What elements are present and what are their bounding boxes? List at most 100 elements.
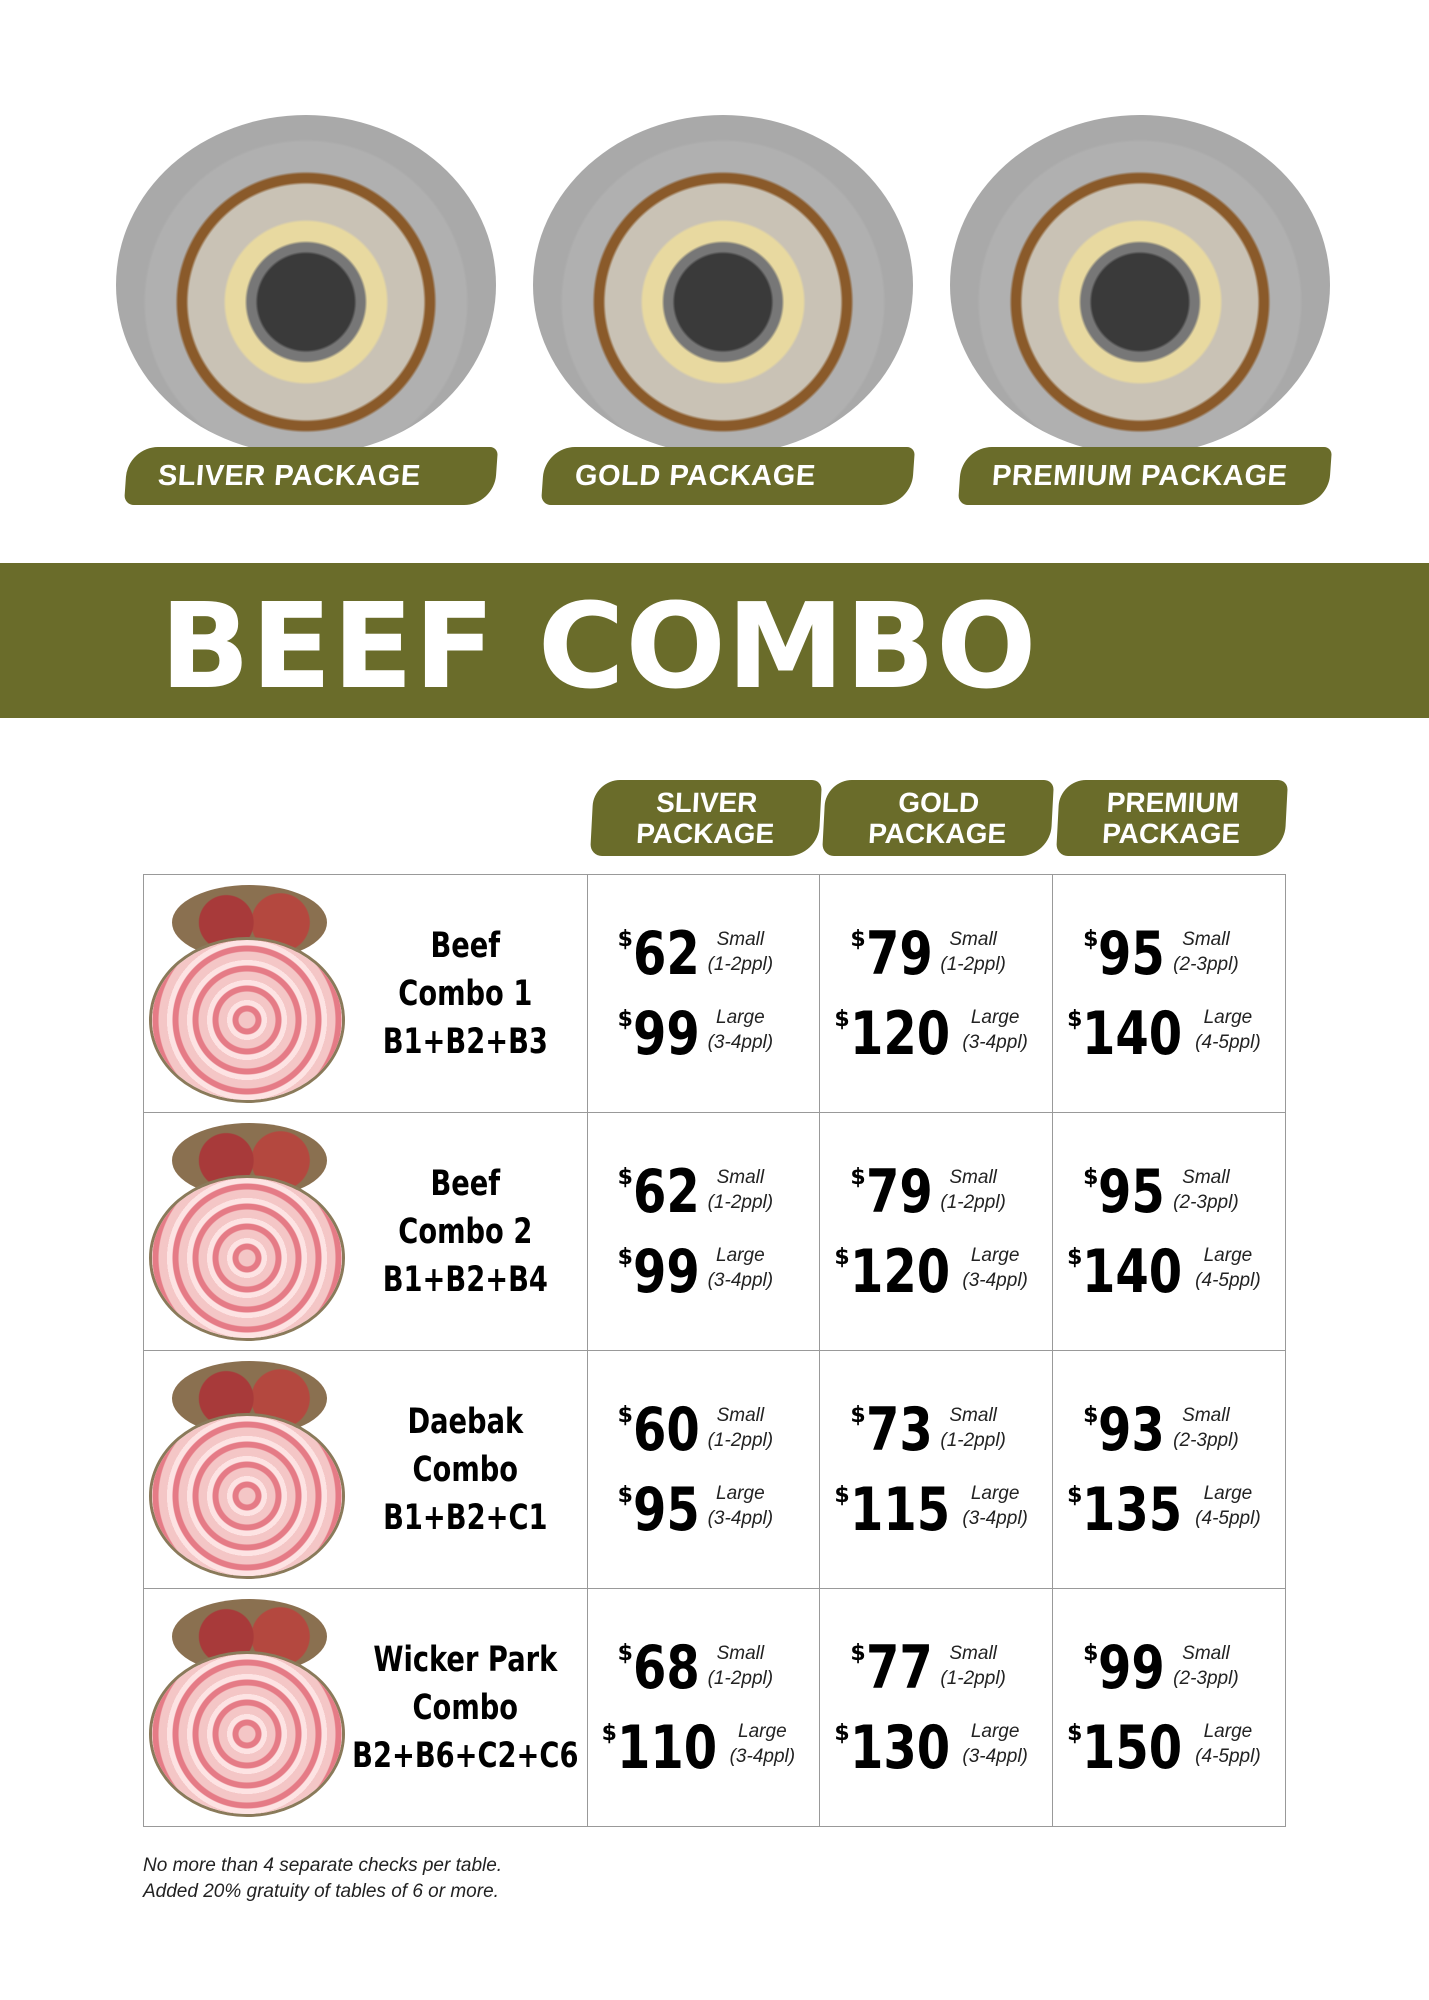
size-ppl: (2-3ppl) (1173, 1192, 1239, 1213)
package-label: PREMIUM PACKAGE (957, 447, 1333, 505)
size-ppl: (3-4ppl) (729, 1746, 796, 1767)
currency-symbol: $ (1083, 1165, 1099, 1190)
price-value: 62 (632, 1157, 700, 1227)
large-price: $120 (834, 1241, 975, 1303)
header-line: PACKAGE (1101, 818, 1241, 849)
large-size: Large (3-4ppl) (730, 1719, 795, 1769)
currency-symbol: $ (617, 1483, 633, 1508)
large-size: Large (3-4ppl) (962, 1243, 1027, 1293)
size-label: Small (716, 929, 765, 950)
large-price: $120 (834, 1003, 975, 1065)
small-size: Small (1-2ppl) (708, 1641, 773, 1691)
combo-photo (152, 1123, 342, 1338)
price-value: 93 (1098, 1395, 1166, 1465)
header-line: PACKAGE (635, 818, 775, 849)
large-price: $135 (1067, 1479, 1208, 1541)
small-price: $62 (618, 923, 717, 985)
price-value: 130 (849, 1713, 950, 1783)
size-ppl: (2-3ppl) (1173, 1668, 1239, 1689)
size-label: Large (716, 1245, 765, 1266)
price-value: 95 (1098, 1157, 1166, 1227)
price-value: 115 (849, 1475, 950, 1545)
large-price: $99 (618, 1003, 717, 1065)
section-title: BEEF COMBO (160, 577, 1038, 715)
combo-cell: Beef Combo 1 B1+B2+B3 (143, 874, 588, 1113)
currency-symbol: $ (1083, 1641, 1099, 1666)
size-label: Small (949, 929, 997, 950)
price-cell: $73 Small (1-2ppl) $115 Large (3-4ppl) (819, 1350, 1054, 1589)
large-price: $140 (1067, 1003, 1208, 1065)
note-checks: No more than 4 separate checks per table… (143, 1855, 503, 1876)
large-price: $130 (834, 1717, 975, 1779)
currency-symbol: $ (850, 1641, 866, 1666)
combo-cell: Daebak Combo B1+B2+C1 (143, 1350, 588, 1589)
price-cell: $60 Small (1-2ppl) $95 Large (3-4ppl) (586, 1350, 821, 1589)
section-banner: BEEF COMBO (0, 563, 1429, 718)
combo-name-line: Beef (430, 1163, 501, 1204)
small-size: Small (1-2ppl) (708, 1403, 773, 1453)
size-label: Small (949, 1167, 997, 1188)
package-silver: SLIVER PACKAGE (116, 115, 499, 505)
currency-symbol: $ (834, 1483, 850, 1508)
small-size: Small (2-3ppl) (1173, 1641, 1238, 1691)
size-ppl: (1-2ppl) (707, 1668, 774, 1689)
size-label: Small (1182, 929, 1230, 950)
large-size: Large (4-5ppl) (1195, 1005, 1260, 1055)
large-size: Large (4-5ppl) (1195, 1243, 1260, 1293)
large-price: $115 (834, 1479, 975, 1541)
footnotes: No more than 4 separate checks per table… (143, 1853, 502, 1905)
combo-items: B1+B2+B4 (382, 1259, 548, 1300)
size-ppl: (1-2ppl) (940, 954, 1006, 975)
size-ppl: (2-3ppl) (1173, 954, 1239, 975)
small-size: Small (1-2ppl) (708, 1165, 773, 1215)
price-value: 120 (849, 999, 950, 1069)
price-cell: $62 Small (1-2ppl) $99 Large (3-4ppl) (586, 1112, 821, 1351)
currency-symbol: $ (1067, 1245, 1083, 1270)
combo-name-line: Combo (412, 1449, 519, 1490)
small-price: $79 (850, 1161, 949, 1223)
price-value: 99 (632, 1237, 700, 1307)
price-value: 99 (632, 999, 700, 1069)
size-ppl: (1-2ppl) (940, 1668, 1006, 1689)
size-label: Large (716, 1483, 765, 1504)
combo-photo (152, 1361, 342, 1576)
size-label: Small (716, 1643, 765, 1664)
currency-symbol: $ (834, 1245, 850, 1270)
combo-name-line: Daebak (407, 1401, 524, 1442)
price-value: 60 (632, 1395, 700, 1465)
size-label: Small (716, 1167, 765, 1188)
size-ppl: (3-4ppl) (962, 1746, 1028, 1767)
price-value: 73 (865, 1395, 933, 1465)
table-row: Daebak Combo B1+B2+C1 $60 Small (1-2ppl) … (143, 1350, 1286, 1589)
size-ppl: (4-5ppl) (1195, 1032, 1261, 1053)
currency-symbol: $ (1067, 1721, 1083, 1746)
size-label: Small (1182, 1643, 1230, 1664)
price-value: 95 (632, 1475, 700, 1545)
combo-cell: Wicker Park Combo B2+B6+C2+C6 (143, 1588, 588, 1827)
size-label: Large (970, 1245, 1020, 1266)
combo-photo (152, 1599, 342, 1814)
currency-symbol: $ (617, 927, 633, 952)
size-ppl: (1-2ppl) (707, 954, 774, 975)
large-price: $150 (1067, 1717, 1208, 1779)
price-value: 99 (1098, 1633, 1166, 1703)
table-row: Beef Combo 1 B1+B2+B3 $62 Small (1-2ppl) … (143, 874, 1286, 1113)
size-label: Large (1203, 1007, 1253, 1028)
package-premium: PREMIUM PACKAGE (950, 115, 1333, 505)
currency-symbol: $ (850, 1165, 866, 1190)
currency-symbol: $ (834, 1007, 850, 1032)
price-cell: $62 Small (1-2ppl) $99 Large (3-4ppl) (586, 874, 821, 1113)
price-cell: $77 Small (1-2ppl) $130 Large (3-4ppl) (819, 1588, 1054, 1827)
note-gratuity: Added 20% gratuity of tables of 6 or mor… (143, 1881, 499, 1902)
currency-symbol: $ (850, 927, 866, 952)
large-price: $99 (618, 1241, 717, 1303)
small-size: Small (1-2ppl) (940, 1403, 1005, 1453)
small-price: $68 (618, 1637, 717, 1699)
package-gold: GOLD PACKAGE (533, 115, 916, 505)
currency-symbol: $ (1067, 1007, 1083, 1032)
size-ppl: (3-4ppl) (707, 1032, 774, 1053)
combo-name-line: Combo 2 (398, 1211, 533, 1252)
package-label: SLIVER PACKAGE (123, 447, 499, 505)
price-cell: $93 Small (2-3ppl) $135 Large (4-5ppl) (1052, 1350, 1286, 1589)
price-cell: $79 Small (1-2ppl) $120 Large (3-4ppl) (819, 874, 1054, 1113)
